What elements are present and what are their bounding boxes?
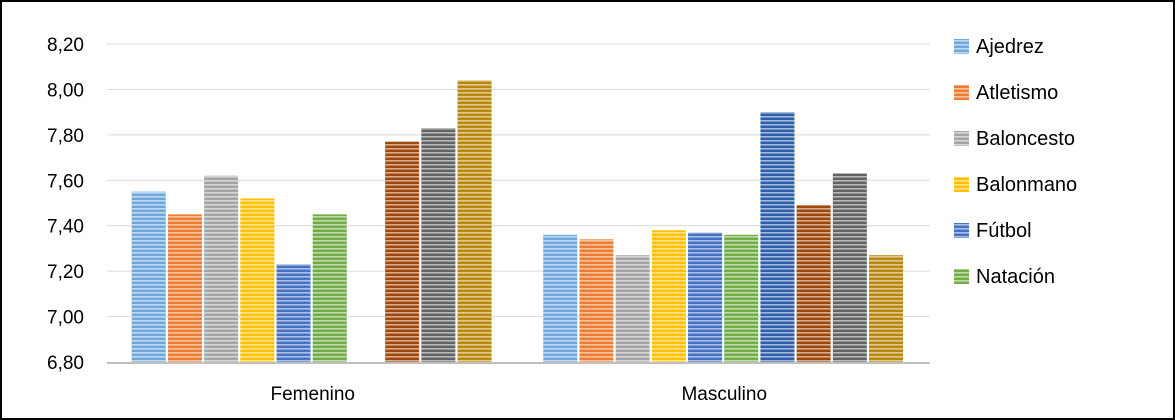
bar-stripe-overlay	[796, 205, 831, 362]
y-tick-label: 7,20	[47, 262, 84, 283]
bar-stripe-overlay	[543, 234, 578, 362]
bar-stripe-overlay	[615, 255, 650, 362]
bars-layer	[131, 80, 904, 363]
y-tick-label: 6,80	[47, 353, 84, 374]
bar-stripe-overlay	[869, 255, 904, 362]
bar-stripe-overlay	[167, 214, 202, 362]
legend-label: Atletismo	[976, 82, 1058, 104]
bar-stripe-overlay	[421, 128, 456, 362]
legend-label: Baloncesto	[976, 128, 1075, 150]
x-category-label: Masculino	[681, 384, 767, 405]
legend-swatch-stripe	[954, 39, 969, 54]
bar-stripe-overlay	[240, 198, 275, 362]
legend-layer: Ajedrez Atletismo Baloncesto Balonmano Fútbo…	[954, 36, 1077, 288]
legend-swatch-stripe	[954, 223, 969, 238]
legend-label: Fútbol	[976, 220, 1032, 242]
legend-swatch-stripe	[954, 85, 969, 100]
bar-stripe-overlay	[651, 230, 686, 362]
bar-stripe-overlay	[457, 80, 492, 362]
legend-swatch-stripe	[954, 131, 969, 146]
legend-label: Balonmano	[976, 174, 1077, 196]
y-tick-label: 7,60	[47, 171, 84, 192]
legend-swatch-stripe	[954, 177, 969, 192]
bar-stripe-overlay	[312, 214, 347, 362]
y-tick-label: 8,20	[47, 35, 84, 56]
y-tick-label: 7,80	[47, 126, 84, 147]
bar-stripe-overlay	[724, 234, 759, 362]
legend-label: Ajedrez	[976, 36, 1044, 58]
legend-label: Natación	[976, 266, 1055, 288]
bar-stripe-overlay	[579, 239, 614, 362]
y-tick-label: 7,00	[47, 308, 84, 329]
bar-stripe-overlay	[276, 264, 311, 362]
legend-swatch-stripe	[954, 269, 969, 284]
bar-stripe-overlay	[760, 112, 795, 363]
bar-stripe-overlay	[832, 173, 867, 362]
bar-stripe-overlay	[688, 232, 723, 362]
y-tick-label: 8,00	[47, 80, 84, 101]
bar-stripe-overlay	[131, 191, 166, 362]
bar-stripe-overlay	[204, 175, 239, 362]
bar-stripe-overlay	[385, 141, 420, 362]
axis-layer: 6,80 7,00 7,20 7,40 7,60 7,80 8,00 8,20 Femenino…	[47, 35, 930, 405]
x-category-label: Femenino	[271, 384, 356, 405]
y-tick-label: 7,40	[47, 217, 84, 238]
